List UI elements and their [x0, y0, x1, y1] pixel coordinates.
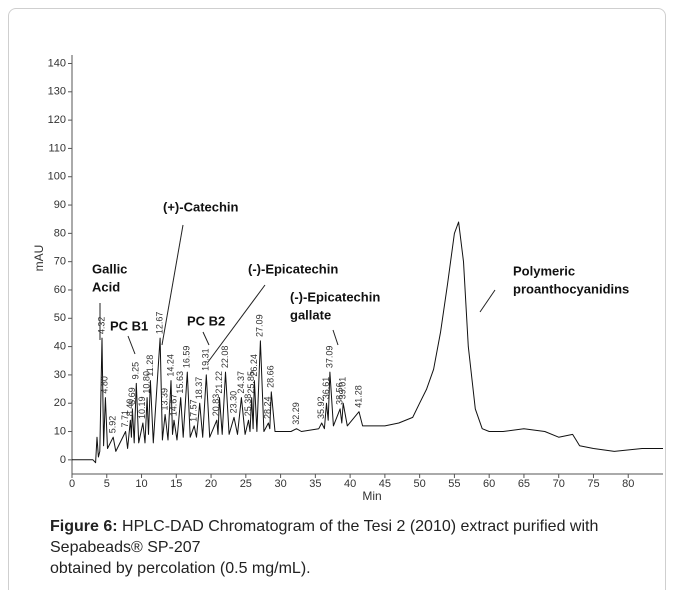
annotation: (-)-Epicatechin — [290, 289, 380, 304]
y-tick-label: 140 — [48, 57, 66, 69]
caption-label: Figure 6: — [50, 518, 118, 535]
x-tick-label: 45 — [379, 478, 391, 490]
annotation: proanthocyanidins — [513, 281, 629, 296]
peak-label: 17.57 — [189, 399, 199, 422]
y-tick-label: 70 — [54, 256, 66, 268]
peak-label: 10.80 — [141, 371, 151, 394]
caption-text: HPLC-DAD Chromatogram of the Tesi 2 (201… — [50, 518, 599, 556]
peak-label: 18.37 — [194, 377, 204, 400]
annotation: Polymeric — [513, 263, 575, 278]
caption: Figure 6: HPLC-DAD Chromatogram of the T… — [50, 516, 650, 579]
x-tick-label: 25 — [240, 478, 252, 490]
annotation: gallate — [290, 307, 331, 322]
peak-label: 5.92 — [108, 416, 118, 434]
annotation: PC B1 — [110, 318, 148, 333]
caption-text: obtained by percolation (0.5 mg/mL). — [50, 560, 311, 577]
peak-label: 28.24 — [263, 397, 273, 420]
annotation: (-)-Epicatechin — [248, 261, 338, 276]
x-tick-label: 30 — [274, 478, 286, 490]
peak-label: 25.38 — [243, 394, 253, 417]
peak-label: 8.69 — [127, 387, 137, 405]
peak-label: 36.61 — [321, 377, 331, 400]
peak-label: 10.19 — [137, 397, 147, 420]
peak-label: 11.28 — [145, 355, 155, 377]
peak-label: 13.39 — [159, 388, 169, 411]
pointers — [99, 224, 496, 363]
peak-label: 28.66 — [266, 365, 276, 388]
peak-label: 22.08 — [220, 346, 230, 369]
peak-label: 26.24 — [249, 354, 259, 377]
annotation: Acid — [92, 279, 120, 294]
peak-label: 41.28 — [353, 385, 363, 408]
x-tick-label: 70 — [553, 478, 565, 490]
peak-label: 39.01 — [338, 377, 348, 400]
x-tick-label: 75 — [587, 478, 599, 490]
y-tick-label: 40 — [54, 341, 66, 353]
peak-label: 24.37 — [236, 371, 246, 394]
peak-label: 4.80 — [100, 376, 110, 394]
x-tick-label: 10 — [135, 478, 147, 490]
peak-label: 20.83 — [211, 394, 221, 417]
peak-label: 21.22 — [214, 371, 224, 394]
y-tick-label: 30 — [54, 369, 66, 381]
x-tick-label: 40 — [344, 478, 356, 490]
x-tick-label: 60 — [483, 478, 495, 490]
x-tick-label: 35 — [309, 478, 321, 490]
peak-label: 25.85 — [246, 371, 256, 394]
peak-label: 19.31 — [201, 348, 211, 371]
annotation: (+)-Catechin — [163, 199, 239, 214]
peak-label: 7.71 — [120, 410, 130, 428]
peak-label: 15.63 — [175, 371, 185, 394]
y-tick-label: 100 — [48, 171, 66, 183]
y-tick-label: 90 — [54, 199, 66, 211]
x-tick-label: 20 — [205, 478, 217, 490]
y-tick-label: 10 — [54, 425, 66, 437]
chart: mAU Min 01020304050607080901001101201301… — [32, 55, 663, 503]
peak-label: 16.59 — [182, 346, 192, 369]
y-tick-label: 130 — [48, 86, 66, 98]
peak-label: 37.09 — [324, 346, 334, 369]
peak-label: 9.25 — [131, 362, 141, 380]
y-tick-label: 20 — [54, 397, 66, 409]
x-tick-label: 5 — [104, 478, 110, 490]
y-tick-label: 50 — [54, 312, 66, 324]
x-tick-label: 0 — [69, 478, 75, 490]
x-tick-label: 50 — [414, 478, 426, 490]
peak-label: 14.67 — [168, 394, 178, 417]
x-tick-label: 15 — [170, 478, 182, 490]
trace — [72, 221, 663, 464]
y-tick-label: 80 — [54, 227, 66, 239]
x-tick-label: 80 — [622, 478, 634, 490]
y-tick-label: 110 — [48, 142, 66, 154]
peak-label: 14.24 — [165, 354, 175, 377]
y-tick-label: 0 — [60, 454, 66, 466]
frame — [8, 8, 666, 590]
y-tick-label: 120 — [48, 114, 66, 126]
annotation: Gallic — [92, 261, 127, 276]
peak-label: 8.40 — [125, 399, 135, 417]
peak-label: 32.29 — [291, 402, 301, 425]
peak-label: 12.67 — [154, 312, 164, 335]
annotation: PC B2 — [187, 313, 225, 328]
y-axis-label: mAU — [32, 245, 46, 272]
x-axis-label: Min — [362, 489, 381, 503]
peak-label: 23.30 — [228, 391, 238, 414]
x-tick-label: 55 — [448, 478, 460, 490]
peak-label: 4.32 — [96, 317, 106, 335]
x-tick-label: 65 — [518, 478, 530, 490]
peak-label: 38.56 — [334, 382, 344, 405]
peak-label: 27.09 — [255, 314, 265, 337]
peak-label: 35.92 — [316, 397, 326, 420]
y-tick-label: 60 — [54, 284, 66, 296]
